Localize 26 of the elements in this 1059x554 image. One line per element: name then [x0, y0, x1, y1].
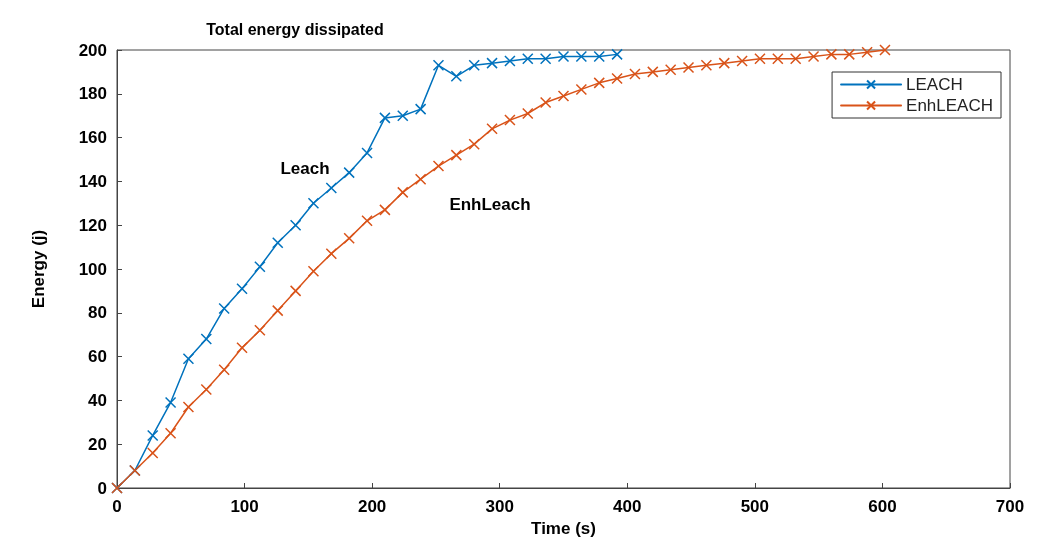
x-tick-label: 400: [613, 497, 642, 516]
x-tick-label: 200: [357, 497, 387, 516]
x-tick-label: 100: [230, 497, 259, 516]
x-axis-title: Time (s): [531, 519, 596, 538]
x-tick-label: 700: [995, 497, 1025, 516]
y-tick-label: 120: [78, 215, 107, 235]
y-tick-label: 140: [78, 171, 107, 191]
x-tick-label: 0: [112, 497, 122, 516]
y-tick-label: 180: [78, 84, 107, 104]
y-tick-label: 80: [88, 303, 107, 323]
annotation: Leach: [280, 158, 330, 178]
y-tick-label: 0: [97, 478, 107, 498]
annotation: EnhLeach: [449, 194, 531, 214]
y-tick-label: 160: [78, 128, 107, 148]
y-tick-label: 200: [78, 40, 107, 60]
chart-title: Total energy dissipated: [206, 20, 384, 38]
x-tick-label: 600: [868, 497, 897, 516]
legend-label: LEACH: [906, 75, 963, 94]
y-tick-label: 40: [88, 390, 107, 410]
legend-label: EnhLEACH: [906, 96, 993, 115]
y-tick-label: 100: [78, 259, 107, 279]
x-tick-label: 300: [485, 497, 514, 516]
y-tick-label: 60: [88, 347, 107, 367]
x-tick-label: 500: [740, 497, 770, 516]
y-tick-label: 20: [88, 434, 107, 454]
y-axis-title: Energy (j): [29, 229, 48, 309]
